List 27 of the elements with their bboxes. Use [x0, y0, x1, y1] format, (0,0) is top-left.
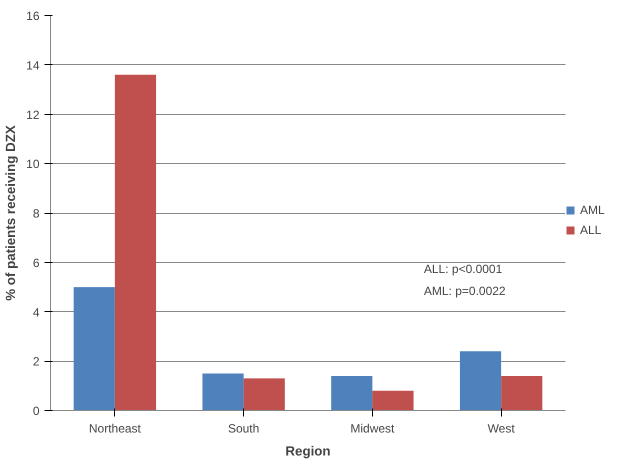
bar — [372, 390, 414, 410]
bar — [74, 287, 115, 410]
x-tick-label: Midwest — [350, 422, 396, 436]
legend-label: AML — [580, 202, 605, 216]
x-tick-label: South — [228, 422, 260, 436]
x-axis-title: Region — [285, 444, 331, 458]
x-tick-label: Northeast — [88, 422, 142, 436]
legend-label: ALL — [580, 222, 602, 236]
y-tick-label: 16 — [26, 9, 40, 23]
y-tick-label: 6 — [32, 256, 40, 270]
y-axis-title: % of patients receiving DZX — [3, 125, 18, 301]
annotation: ALL: p<0.0001 — [424, 262, 503, 276]
bar — [244, 378, 285, 410]
bar — [331, 376, 372, 410]
y-tick-label: 10 — [26, 157, 40, 172]
y-tick-label: 12 — [26, 108, 40, 122]
annotation: AML: p=0.0022 — [424, 284, 506, 298]
bar — [460, 351, 502, 410]
y-tick-label: 14 — [26, 58, 40, 72]
bar — [501, 376, 542, 410]
y-tick-label: 0 — [32, 404, 40, 418]
y-tick-label: 8 — [32, 206, 40, 220]
bar — [202, 373, 244, 410]
y-tick-label: 2 — [32, 354, 40, 369]
bar — [114, 74, 156, 410]
y-tick-label: 4 — [32, 305, 40, 320]
x-tick-label: West — [488, 422, 516, 436]
